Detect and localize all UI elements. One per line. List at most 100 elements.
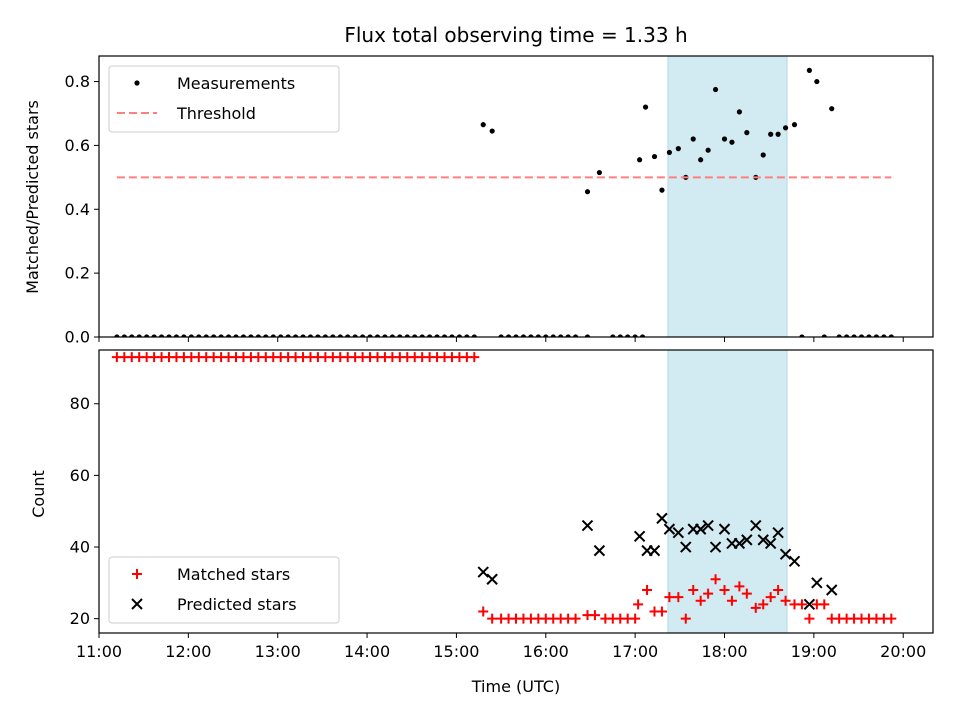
- matched-star-point: [570, 613, 581, 624]
- bottom-y-axis-label: Count: [29, 470, 48, 518]
- top-y-tick-label: 0.0: [65, 328, 90, 347]
- measurement-point: [367, 334, 373, 337]
- measurement-point: [851, 334, 857, 337]
- x-tick-label: 17:00: [612, 642, 658, 661]
- x-tick-label: 19:00: [791, 642, 837, 661]
- measurement-point: [639, 334, 646, 337]
- measurement-point: [814, 78, 820, 85]
- measurement-point: [441, 334, 448, 337]
- measurement-point: [151, 334, 157, 337]
- matched-star-point: [589, 610, 600, 621]
- measurement-point: [866, 334, 872, 337]
- x-tick-label: 11:00: [76, 642, 122, 661]
- measurement-point: [389, 334, 395, 337]
- predicted-star-point: [718, 523, 731, 535]
- measurement-point: [211, 334, 217, 337]
- matched-star-point: [656, 606, 667, 617]
- measurement-point: [360, 334, 366, 337]
- measurement-point: [278, 334, 284, 337]
- bottom-panel: 20 40 60 80 11:00 12:00 13:00 14:00 15:00 16:00 17…: [70, 349, 934, 661]
- legend-label: Predicted stars: [177, 595, 297, 614]
- predicted-star-point: [694, 523, 707, 535]
- measurement-point: [550, 334, 556, 337]
- measurement-point: [558, 334, 564, 337]
- measurement-point: [610, 334, 616, 337]
- measurement-point: [397, 334, 403, 337]
- measurement-point: [255, 334, 261, 337]
- measurement-point: [625, 334, 631, 337]
- measurement-point: [225, 334, 232, 337]
- matched-star-point: [726, 595, 737, 606]
- matched-star-point: [673, 592, 684, 603]
- measurement-point: [480, 122, 486, 128]
- measurement-point: [675, 146, 681, 152]
- bottom-y-tick-label: 20: [70, 609, 90, 628]
- measurement-point: [456, 334, 463, 337]
- bottom-y-tick-label: 80: [70, 394, 90, 413]
- matched-star-point: [886, 613, 897, 624]
- matched-star-point: [478, 606, 489, 617]
- bottom-legend: Matched stars Predicted stars: [108, 556, 340, 624]
- matched-star-point: [469, 352, 480, 363]
- x-tick-label: 13:00: [255, 642, 301, 661]
- matched-star-point: [642, 585, 653, 596]
- matched-star-point: [780, 595, 791, 606]
- measurement-point: [642, 104, 649, 110]
- x-tick-label: 16:00: [523, 642, 569, 661]
- predicted-star-point: [672, 526, 685, 539]
- measurement-point: [637, 157, 643, 163]
- measurement-point: [181, 334, 187, 337]
- predicted-star-point: [741, 534, 753, 546]
- measurement-point: [129, 334, 135, 337]
- chart-title: Flux total observing time = 1.33 h: [344, 23, 687, 47]
- matched-star-point: [758, 599, 769, 610]
- measurement-point: [498, 334, 504, 337]
- measurement-point: [690, 136, 696, 142]
- bottom-series-predicted-stars: [477, 512, 838, 611]
- measurement-point: [705, 147, 711, 153]
- top-y-tick-label: 0.6: [65, 136, 90, 155]
- top-y-tick-label: 0.2: [65, 264, 90, 283]
- measurement-point: [434, 334, 440, 337]
- measurement-point: [698, 157, 704, 163]
- measurement-point: [374, 334, 381, 337]
- legend-label: Measurements: [177, 74, 295, 93]
- x-tick-label: 20:00: [880, 642, 926, 661]
- measurement-point: [760, 152, 766, 158]
- top-plot-area: [114, 67, 894, 337]
- measurement-point: [584, 334, 591, 337]
- predicted-star-point: [633, 530, 646, 542]
- measurement-point: [419, 334, 425, 337]
- measurement-point: [121, 334, 127, 337]
- measurement-point: [114, 334, 120, 337]
- legend-marker: [134, 80, 140, 86]
- bottom-plot-area: [111, 352, 897, 624]
- measurement-point: [873, 334, 880, 337]
- top-legend: Measurements Threshold: [108, 65, 340, 133]
- matched-star-point: [633, 599, 644, 610]
- measurement-point: [888, 334, 894, 337]
- matched-star-point: [750, 602, 761, 613]
- predicted-star-point: [656, 512, 668, 525]
- top-highlight-span: [667, 55, 788, 338]
- measurement-point: [791, 122, 798, 128]
- measurement-point: [572, 334, 579, 337]
- measurement-point: [844, 334, 850, 337]
- measurement-point: [270, 334, 276, 337]
- measurement-point: [233, 334, 239, 337]
- measurement-point: [330, 334, 336, 337]
- predicted-star-point: [772, 526, 784, 539]
- measurement-point: [315, 334, 321, 337]
- predicted-star-point: [811, 577, 823, 589]
- measurement-point: [775, 131, 781, 137]
- matched-star-point: [688, 585, 699, 596]
- predicted-star-point: [477, 566, 489, 578]
- matched-star-point: [804, 613, 815, 624]
- bottom-axes-frame: [98, 349, 934, 634]
- predicted-star-point: [826, 584, 838, 596]
- matched-star-point: [710, 574, 721, 585]
- measurement-point: [535, 334, 541, 337]
- measurement-point: [188, 334, 194, 337]
- top-y-axis-label: Matched/Predicted stars: [23, 100, 42, 294]
